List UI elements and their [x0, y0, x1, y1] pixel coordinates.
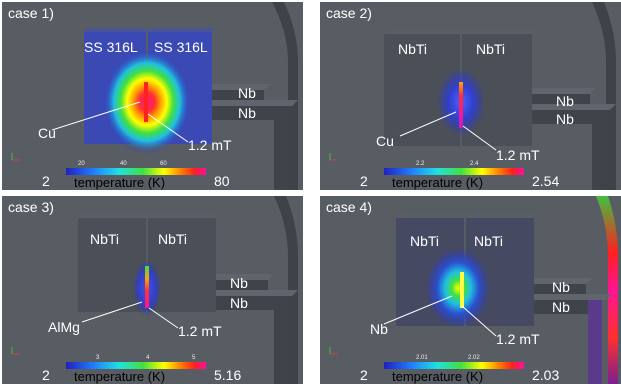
colorbar [66, 168, 206, 175]
right-block-label: NbTi [474, 233, 504, 249]
case-label: case 4) [326, 199, 372, 215]
colorbar-tick: 2.01 [416, 355, 428, 361]
colorbar-max: 5.16 [214, 367, 242, 383]
colorbar [384, 362, 524, 369]
simulation-render [11, 196, 298, 384]
gap-material-label: Nb [370, 321, 388, 337]
strip-lower-label: Nb [230, 295, 248, 311]
strip-lower-label: Nb [238, 105, 256, 121]
simulation-render [329, 196, 618, 384]
colorbar-tick: 3 [96, 355, 100, 361]
colorbar-tick: 5 [192, 355, 196, 361]
colorbar-tick: 2.4 [470, 161, 479, 167]
colorbar-title: temperature (K) [392, 369, 484, 384]
simulation-panel-case-3: case 3) NbTi NbTi Nb Nb AlMg 1.2 mT 3 4 … [2, 196, 303, 384]
strip-upper-label: Nb [230, 275, 248, 291]
left-block-label: NbTi [410, 233, 440, 249]
colorbar-tick: 4 [146, 355, 150, 361]
left-block-label: SS 316L [84, 39, 138, 55]
colorbar [66, 362, 206, 369]
strip-upper-label: Nb [552, 279, 570, 295]
colorbar-title: temperature (K) [74, 175, 166, 190]
strip-upper-label: Nb [556, 93, 574, 109]
case-label: case 2) [326, 5, 372, 21]
simulation-render [11, 2, 298, 190]
colorbar-min: 2 [360, 173, 368, 189]
right-block-label: NbTi [476, 41, 506, 57]
simulation-panel-case-2: case 2) NbTi NbTi Nb Nb Cu 1.2 mT 2.2 2.… [320, 2, 621, 190]
colorbar-max: 80 [214, 173, 230, 189]
colorbar-tick: 2.2 [416, 161, 425, 167]
case-label: case 3) [8, 199, 54, 215]
strip-lower-label: Nb [552, 299, 570, 315]
left-block-label: NbTi [90, 231, 120, 247]
colorbar-title: temperature (K) [74, 369, 166, 384]
colorbar-tick: 20 [78, 161, 85, 167]
right-block-label: SS 316L [154, 39, 208, 55]
field-label: 1.2 mT [178, 323, 222, 339]
gap-material-label: Cu [38, 125, 56, 141]
hot-pipe [596, 196, 618, 384]
field-label: 1.2 mT [496, 331, 540, 347]
colorbar-title: temperature (K) [392, 175, 484, 190]
colorbar-min: 2 [42, 173, 50, 189]
strip-upper-label: Nb [238, 85, 256, 101]
colorbar-tick: 60 [160, 161, 167, 167]
pipe-shape [272, 2, 298, 190]
colorbar-min: 2 [42, 367, 50, 383]
right-block-label: NbTi [158, 231, 188, 247]
field-label: 1.2 mT [188, 137, 232, 153]
gap-material-label: Cu [376, 133, 394, 149]
case-label: case 1) [8, 5, 54, 21]
strip-lower-label: Nb [556, 111, 574, 127]
gap-material-label: AlMg [48, 319, 80, 335]
left-block-label: NbTi [398, 41, 428, 57]
simulation-panel-case-1: case 1) SS 316L SS 316L Nb Nb Cu 1.2 mT … [2, 2, 303, 190]
field-label: 1.2 mT [496, 147, 540, 163]
colorbar-tick: 40 [120, 161, 127, 167]
simulation-panel-case-4: case 4) NbTi NbTi Nb Nb Nb 1.2 mT 2.01 2… [320, 196, 621, 384]
colorbar-max: 2.03 [532, 367, 560, 383]
heat-spot [426, 248, 490, 328]
simulation-render [329, 2, 616, 190]
colorbar-tick: 2.02 [468, 355, 480, 361]
colorbar-max: 2.54 [532, 173, 560, 189]
colorbar-min: 2 [360, 367, 368, 383]
colorbar [384, 168, 524, 175]
